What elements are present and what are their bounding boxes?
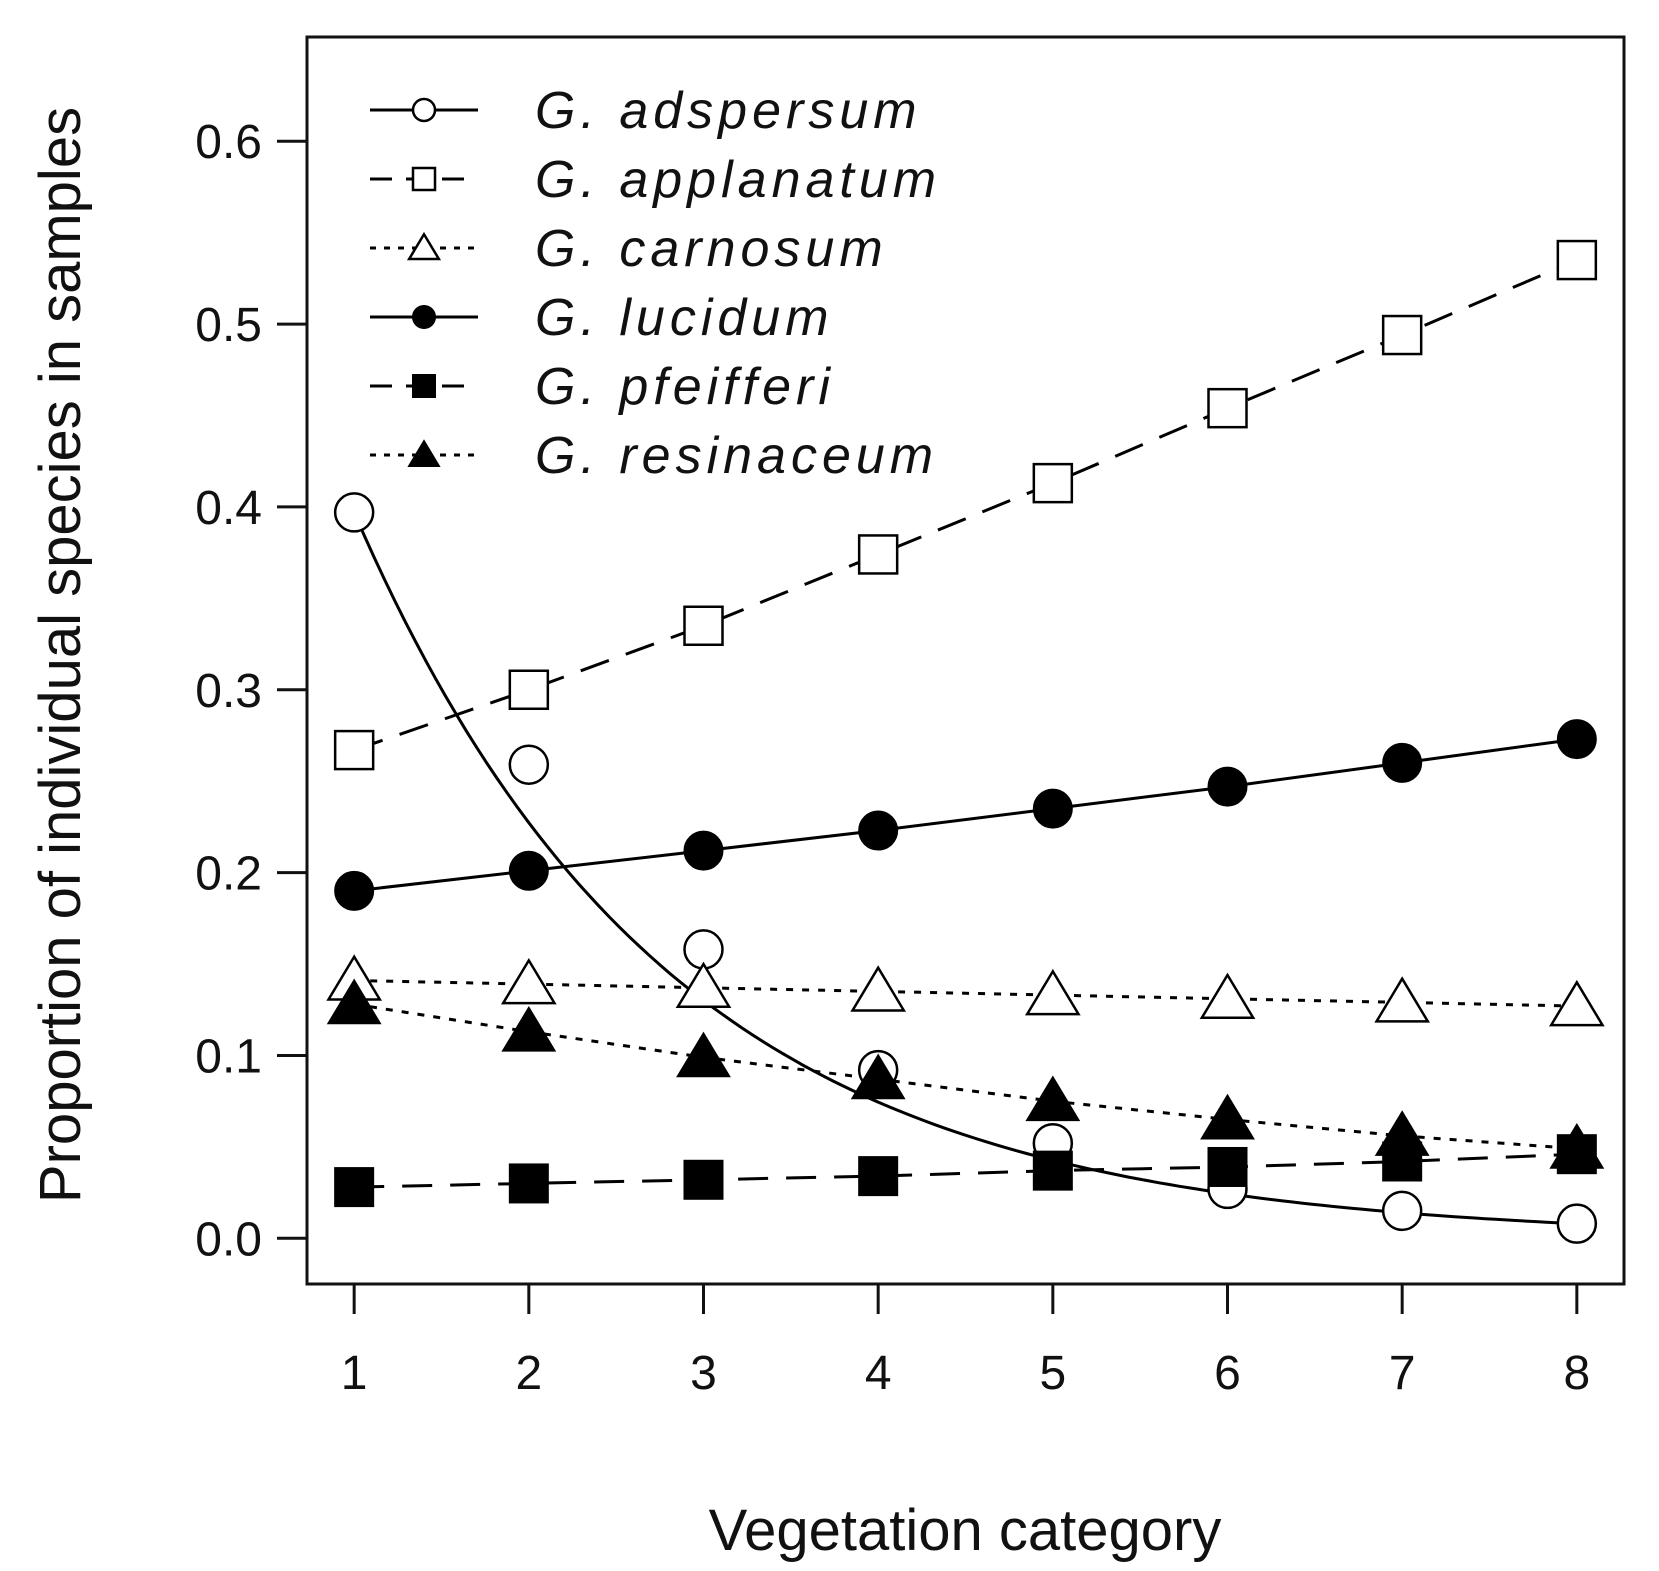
- point-g-lucidum: [1382, 742, 1423, 783]
- point-g-lucidum: [1032, 788, 1073, 829]
- legend-item-g-carnosum: G. carnosum: [370, 220, 888, 278]
- point-g-pfeifferi: [1032, 1150, 1073, 1191]
- point-g-carnosum: [675, 961, 732, 1009]
- point-g-lucidum: [1207, 766, 1248, 807]
- legend-item-g-adspersum: G. adspersum: [370, 82, 922, 140]
- point-g-applanatum: [683, 605, 724, 647]
- point-g-pfeifferi: [508, 1163, 549, 1204]
- y-tick-label: 0.5: [195, 299, 262, 352]
- legend-marker: [412, 374, 436, 398]
- x-tick-label: 7: [1389, 1347, 1416, 1400]
- series-line-g-applanatum: [353, 258, 1578, 752]
- y-tick-label: 0.0: [195, 1213, 262, 1266]
- point-g-applanatum: [857, 534, 899, 575]
- point-g-lucidum: [508, 850, 549, 891]
- point-g-lucidum: [858, 810, 899, 851]
- point-g-lucidum: [1556, 719, 1597, 760]
- point-g-pfeifferi: [858, 1156, 899, 1197]
- legend-marker: [411, 97, 437, 123]
- point-g-carnosum: [1024, 968, 1081, 1016]
- legend-label: G. applanatum: [535, 151, 941, 209]
- point-g-applanatum: [333, 729, 375, 771]
- point-g-resinaceum: [1374, 1110, 1430, 1156]
- y-tick-label: 0.3: [195, 665, 262, 718]
- point-g-carnosum: [500, 957, 557, 1005]
- legend-item-g-lucidum: G. lucidum: [370, 289, 834, 347]
- series-line-g-pfeifferi: [354, 1152, 1577, 1189]
- legend-marker: [406, 231, 442, 261]
- legend-label: G. adspersum: [535, 82, 922, 140]
- x-tick-label: 4: [865, 1347, 892, 1400]
- x-tick-label: 3: [690, 1347, 717, 1400]
- point-g-resinaceum: [1025, 1075, 1081, 1122]
- legend-item-g-resinaceum: G. resinaceum: [370, 427, 938, 485]
- series-line-g-resinaceum: [353, 1002, 1577, 1151]
- plot-frame: [305, 35, 1626, 1286]
- x-tick-label: 8: [1563, 1347, 1590, 1400]
- point-g-lucidum: [683, 830, 724, 871]
- point-g-pfeifferi: [683, 1159, 724, 1200]
- x-tick-label: 1: [341, 1347, 368, 1400]
- legend-label: G. lucidum: [535, 289, 834, 347]
- point-g-adspersum: [1556, 1203, 1598, 1244]
- point-g-applanatum: [1556, 239, 1598, 281]
- point-g-adspersum: [508, 744, 550, 785]
- series-line-g-carnosum: [354, 979, 1577, 1008]
- legend-marker: [412, 305, 436, 329]
- point-g-pfeifferi: [1207, 1146, 1248, 1187]
- point-g-carnosum: [850, 965, 907, 1012]
- point-g-carnosum: [1374, 976, 1431, 1023]
- point-g-pfeifferi: [334, 1167, 375, 1208]
- y-axis-title: Proportion of individual species in samp…: [28, 107, 93, 1203]
- point-g-applanatum: [508, 669, 550, 711]
- legend-item-g-pfeifferi: G. pfeifferi: [370, 358, 835, 416]
- x-axis-title: Vegetation category: [709, 1498, 1222, 1563]
- series-lines: [352, 258, 1578, 1226]
- x-axis: 1 2 3 4 5 6 7 8: [341, 1284, 1590, 1400]
- point-g-resinaceum: [326, 978, 382, 1025]
- legend-label: G. carnosum: [535, 220, 888, 278]
- point-g-resinaceum: [850, 1053, 906, 1100]
- x-tick-label: 5: [1039, 1347, 1066, 1400]
- y-axis: 0.0 0.1 0.2 0.3 0.4 0.5 0.6: [195, 116, 307, 1266]
- y-tick-label: 0.4: [195, 482, 262, 535]
- legend-item-g-applanatum: G. applanatum: [370, 151, 941, 209]
- point-g-adspersum: [333, 492, 375, 533]
- series-line-g-lucidum: [354, 737, 1578, 893]
- point-g-applanatum: [1032, 462, 1074, 504]
- point-g-carnosum: [1199, 972, 1256, 1020]
- point-g-resinaceum: [676, 1031, 731, 1078]
- legend-marker: [407, 439, 441, 467]
- point-g-carnosum: [1548, 979, 1605, 1027]
- x-tick-label: 2: [515, 1347, 542, 1400]
- legend: G. adspersum G. applanatum G. carnosum G. l…: [370, 82, 941, 485]
- x-tick-label: 6: [1214, 1347, 1241, 1400]
- point-g-resinaceum: [1549, 1123, 1605, 1169]
- legend-marker: [411, 166, 437, 192]
- point-g-applanatum: [1207, 387, 1248, 429]
- y-tick-label: 0.2: [195, 848, 262, 901]
- point-g-adspersum: [1381, 1190, 1423, 1232]
- point-g-applanatum: [1381, 314, 1423, 356]
- y-tick-label: 0.6: [195, 116, 262, 169]
- legend-label: G. resinaceum: [535, 427, 938, 485]
- point-g-resinaceum: [501, 1005, 557, 1052]
- series-markers: [326, 239, 1605, 1244]
- series-line-g-adspersum: [352, 511, 1577, 1226]
- point-g-lucidum: [334, 870, 375, 911]
- y-tick-label: 0.1: [195, 1030, 262, 1083]
- point-g-resinaceum: [1200, 1093, 1255, 1140]
- legend-label: G. pfeifferi: [535, 358, 835, 416]
